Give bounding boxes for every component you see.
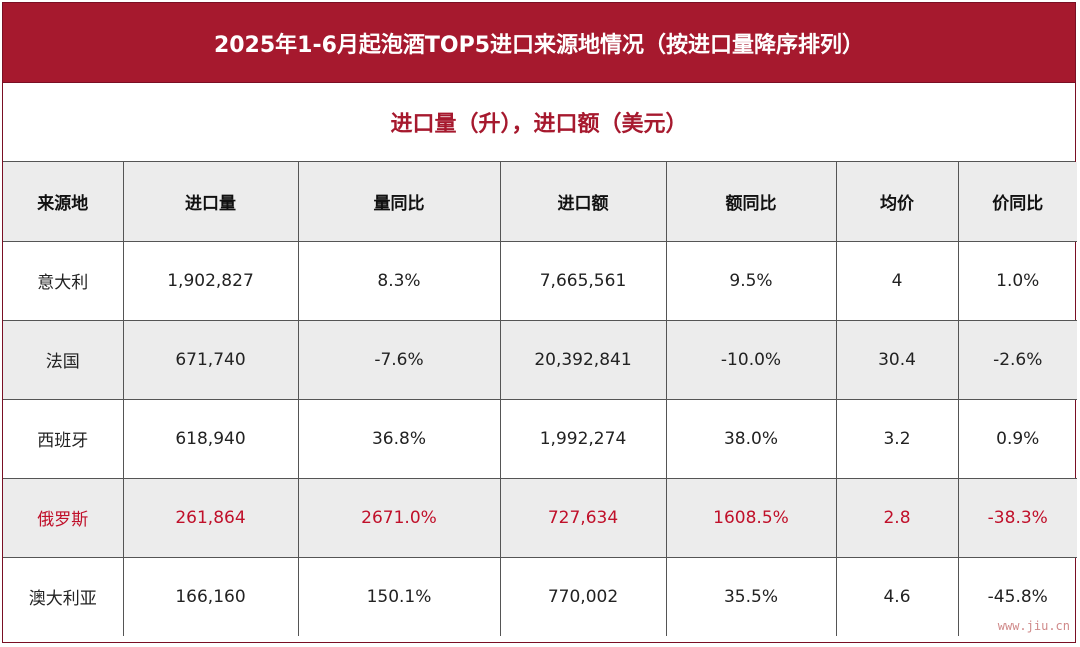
table-cell: 4 — [835, 240, 959, 321]
table-cell: 意大利 — [3, 240, 124, 321]
table-cell: 0.9% — [957, 398, 1077, 479]
table-cell: 20,392,841 — [499, 319, 667, 400]
table-cell: 38.0% — [665, 398, 837, 479]
table-row: 意大利 1,902,827 8.3% 7,665,561 9.5% 4 1.0% — [3, 240, 1077, 321]
table-cell: 法国 — [3, 319, 124, 400]
column-header: 额同比 — [665, 162, 837, 242]
table-cell: 1,902,827 — [122, 240, 299, 321]
table-cell: 1.0% — [957, 240, 1077, 321]
table-title: 2025年1-6月起泡酒TOP5进口来源地情况（按进口量降序排列） — [3, 3, 1075, 83]
table-cell: 671,740 — [122, 319, 299, 400]
table-row: 西班牙 618,940 36.8% 1,992,274 38.0% 3.2 0.… — [3, 398, 1077, 479]
table-cell: 30.4 — [835, 319, 959, 400]
table-cell: 770,002 — [499, 556, 667, 636]
table-cell: -7.6% — [297, 319, 501, 400]
table-cell: 9.5% — [665, 240, 837, 321]
table-cell: 261,864 — [122, 477, 299, 558]
column-header: 来源地 — [3, 162, 124, 242]
column-header: 均价 — [835, 162, 959, 242]
highlighted-row: 俄罗斯 261,864 2671.0% 727,634 1608.5% 2.8 … — [3, 477, 1077, 558]
table-cell: 166,160 — [122, 556, 299, 636]
table-cell: 7,665,561 — [499, 240, 667, 321]
table-cell: 3.2 — [835, 398, 959, 479]
header-row: 来源地 进口量 量同比 进口额 额同比 均价 价同比 — [3, 162, 1077, 242]
table-cell: 俄罗斯 — [3, 477, 124, 558]
table-cell: 1,992,274 — [499, 398, 667, 479]
table-cell: 727,634 — [499, 477, 667, 558]
table-cell: 618,940 — [122, 398, 299, 479]
column-header: 进口额 — [499, 162, 667, 242]
table-cell: 2671.0% — [297, 477, 501, 558]
table-cell: 澳大利亚 — [3, 556, 124, 636]
units-subtitle: 进口量（升），进口额（美元） — [3, 83, 1075, 162]
table-cell: 2.8 — [835, 477, 959, 558]
column-header: 量同比 — [297, 162, 501, 242]
table-cell: -38.3% — [957, 477, 1077, 558]
column-header: 进口量 — [122, 162, 299, 242]
column-header: 价同比 — [957, 162, 1077, 242]
table-cell: 36.8% — [297, 398, 501, 479]
import-table: 来源地 进口量 量同比 进口额 额同比 均价 价同比 意大利 1,902,827… — [3, 162, 1077, 636]
table-cell: -2.6% — [957, 319, 1077, 400]
table-cell: 150.1% — [297, 556, 501, 636]
table-cell: 4.6 — [835, 556, 959, 636]
table-row: 澳大利亚 166,160 150.1% 770,002 35.5% 4.6 -4… — [3, 556, 1077, 636]
site-watermark: www.jiu.cn — [995, 619, 1072, 633]
table-cell: 1608.5% — [665, 477, 837, 558]
table-cell: -10.0% — [665, 319, 837, 400]
table-cell: 35.5% — [665, 556, 837, 636]
table-cell: 8.3% — [297, 240, 501, 321]
table-row: 法国 671,740 -7.6% 20,392,841 -10.0% 30.4 … — [3, 319, 1077, 400]
table-cell: 西班牙 — [3, 398, 124, 479]
